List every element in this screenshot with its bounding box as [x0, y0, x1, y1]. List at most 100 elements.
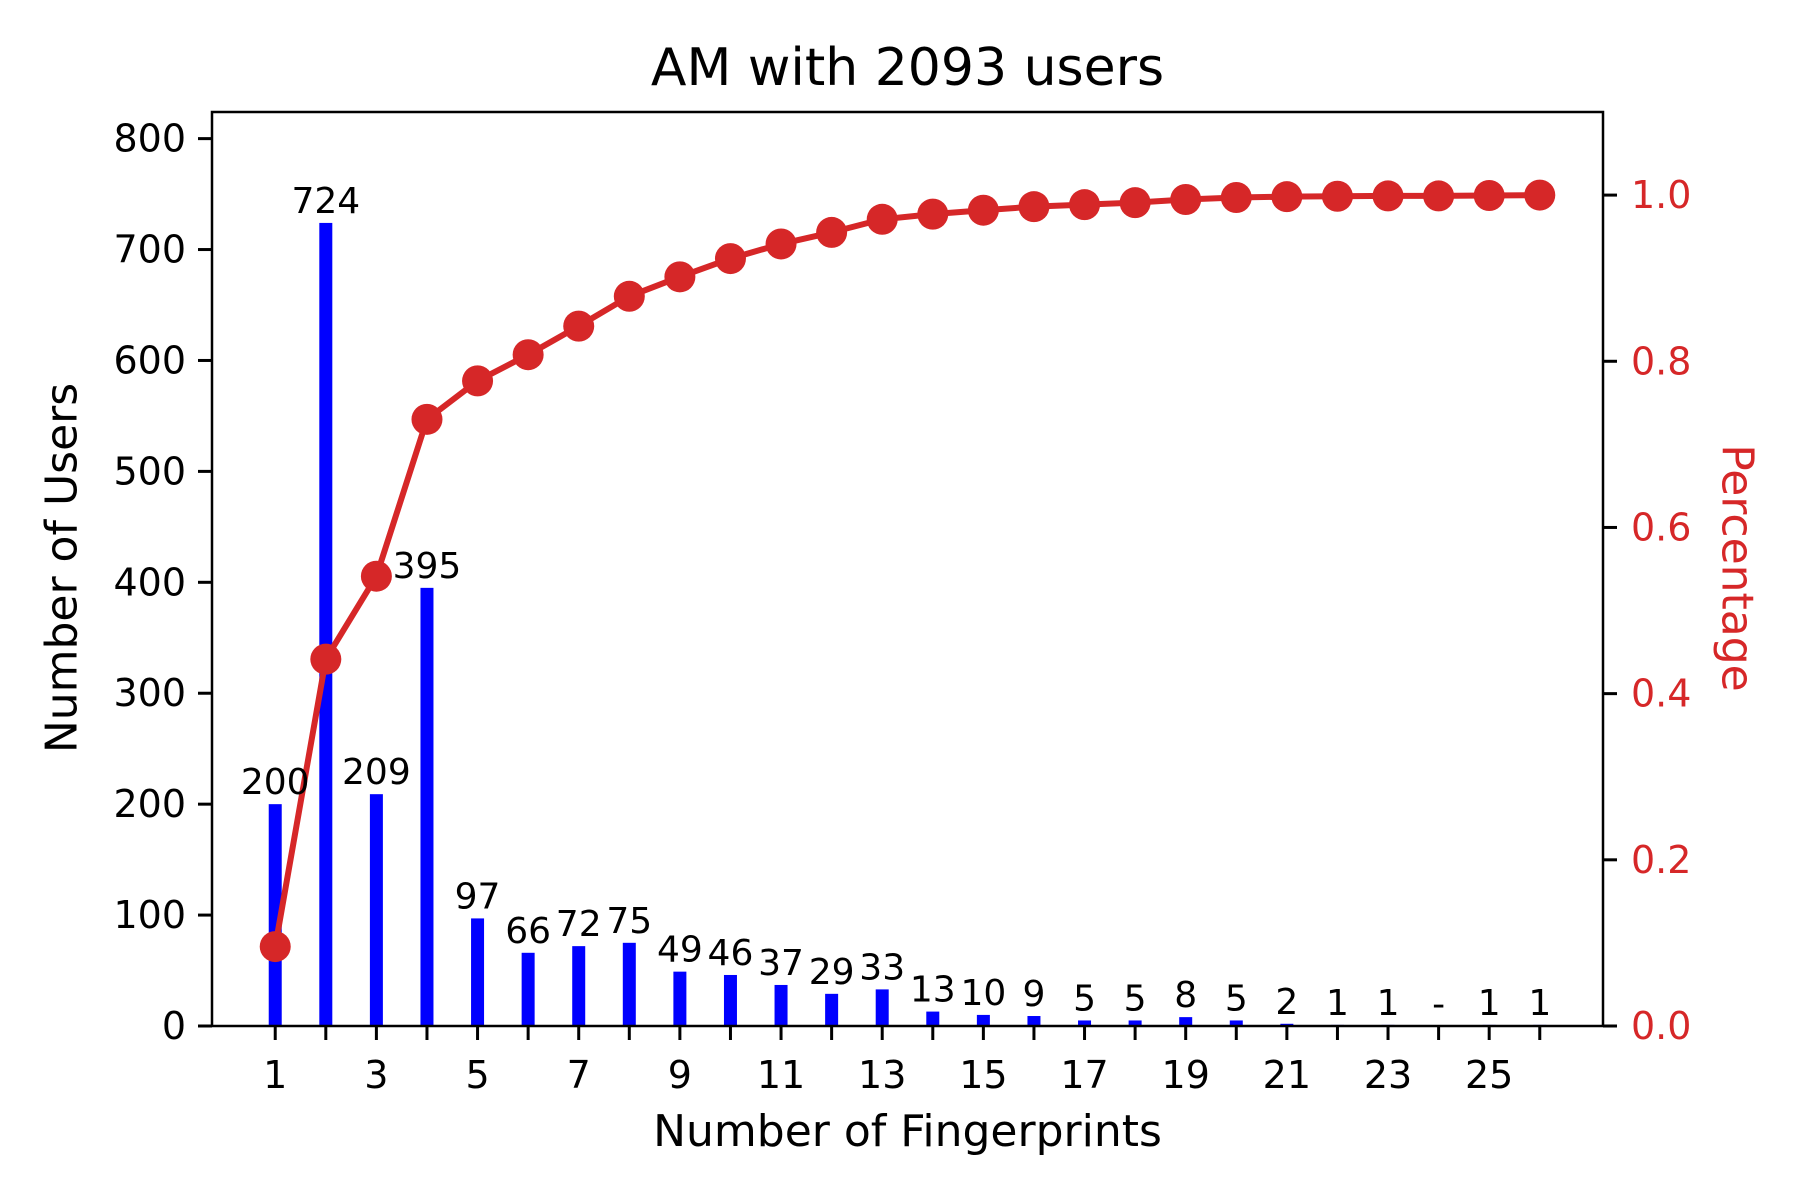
- line-marker: [1372, 180, 1404, 212]
- line-marker: [714, 243, 746, 275]
- x-tick-label: 11: [757, 1053, 805, 1097]
- bar-value-label: 75: [606, 901, 652, 942]
- line-marker: [1170, 183, 1202, 215]
- bar: [572, 946, 586, 1026]
- line-marker: [1220, 182, 1252, 214]
- bar: [319, 222, 333, 1026]
- y-right-tick-label: 0.0: [1631, 1004, 1691, 1048]
- bar-value-label: 46: [708, 933, 754, 974]
- line-marker: [1423, 180, 1455, 212]
- y-left-tick-label: 800: [113, 117, 186, 161]
- bar: [1078, 1020, 1092, 1026]
- bar: [875, 989, 889, 1026]
- bar-value-label: 37: [758, 943, 804, 984]
- bar: [976, 1014, 990, 1026]
- bar-value-label: 395: [393, 546, 462, 587]
- x-tick-label: 5: [465, 1053, 489, 1097]
- x-tick-label: 13: [858, 1053, 906, 1097]
- line-marker: [563, 310, 595, 342]
- bar: [774, 984, 788, 1026]
- y-left-tick-label: 600: [113, 338, 186, 382]
- line-marker: [1321, 180, 1353, 212]
- bar-value-label: 33: [859, 947, 905, 988]
- line-marker: [1473, 180, 1505, 212]
- bar-value-label: 200: [241, 762, 310, 803]
- line-marker: [512, 339, 544, 371]
- y-left-tick-label: 100: [113, 893, 186, 937]
- line-marker: [816, 216, 848, 248]
- bar: [471, 918, 485, 1026]
- bar: [521, 952, 535, 1026]
- bar-value-label: 5: [1073, 978, 1096, 1019]
- bar-value-label: 29: [809, 952, 855, 993]
- x-tick-label: 1: [263, 1053, 287, 1097]
- y-left-tick-label: 300: [113, 671, 186, 715]
- bar-value-label: 97: [455, 876, 501, 917]
- line-marker: [613, 280, 645, 312]
- line-marker: [360, 560, 392, 592]
- plot-frame: [210, 110, 1605, 1028]
- bar: [420, 587, 434, 1026]
- y-left-tick-label: 500: [113, 449, 186, 493]
- line-marker: [462, 365, 494, 397]
- line-marker: [411, 403, 443, 435]
- bar-value-label: 209: [342, 752, 411, 793]
- bar: [1229, 1020, 1243, 1026]
- line-marker: [664, 261, 696, 293]
- bar: [1128, 1020, 1142, 1026]
- line-marker: [259, 931, 291, 963]
- bar-value-label: -: [1432, 984, 1445, 1025]
- x-tick-label: 23: [1364, 1053, 1412, 1097]
- x-tick-label: 7: [567, 1053, 591, 1097]
- bar: [825, 993, 839, 1026]
- bar-value-label: 9: [1023, 974, 1046, 1015]
- bar-value-label: 72: [556, 904, 602, 945]
- x-tick-label: 9: [668, 1053, 692, 1097]
- y-right-tick-label: 0.6: [1631, 505, 1691, 549]
- line-marker: [1018, 191, 1050, 223]
- bar-value-label: 1: [1377, 983, 1400, 1024]
- bar-value-label: 2: [1275, 982, 1298, 1023]
- line-marker: [967, 194, 999, 226]
- line-marker: [917, 198, 949, 230]
- bar-value-label: 10: [960, 973, 1006, 1014]
- bar-value-label: 66: [505, 911, 551, 952]
- bar: [1027, 1016, 1041, 1026]
- y-right-tick-label: 0.4: [1631, 672, 1691, 716]
- bar: [1179, 1017, 1193, 1026]
- line-marker: [1524, 179, 1556, 211]
- x-tick-label: 21: [1263, 1053, 1311, 1097]
- x-tick-label: 15: [959, 1053, 1007, 1097]
- y-right-tick-label: 0.8: [1631, 339, 1691, 383]
- bar: [622, 942, 636, 1026]
- x-tick-label: 25: [1465, 1053, 1513, 1097]
- line-marker: [1069, 189, 1101, 221]
- x-axis-label: Number of Fingerprints: [653, 1106, 1162, 1157]
- line-marker: [1271, 181, 1303, 213]
- line-marker: [310, 643, 342, 675]
- x-tick-label: 19: [1162, 1053, 1210, 1097]
- y-right-tick-label: 1.0: [1631, 173, 1691, 217]
- bar: [268, 804, 282, 1026]
- bar-value-label: 5: [1225, 978, 1248, 1019]
- line-marker: [866, 203, 898, 235]
- bar-value-label: 49: [657, 930, 703, 971]
- cumulative-line: [272, 192, 1543, 950]
- bar-value-label: 13: [910, 970, 956, 1011]
- x-tick-label: 17: [1060, 1053, 1108, 1097]
- y-left-tick-label: 400: [113, 560, 186, 604]
- bar-value-label: 5: [1124, 978, 1147, 1019]
- bar: [723, 974, 737, 1026]
- y-left-tick-label: 0: [162, 1004, 186, 1048]
- bar: [673, 971, 687, 1026]
- line-marker: [1119, 187, 1151, 219]
- y-left-tick-label: 700: [113, 228, 186, 272]
- bar-value-label: 1: [1478, 983, 1501, 1024]
- y-right-tick-label: 0.2: [1631, 838, 1691, 882]
- line-marker: [765, 228, 797, 260]
- bar-value-label: 1: [1326, 983, 1349, 1024]
- bar: [926, 1011, 940, 1026]
- y-left-tick-label: 200: [113, 782, 186, 826]
